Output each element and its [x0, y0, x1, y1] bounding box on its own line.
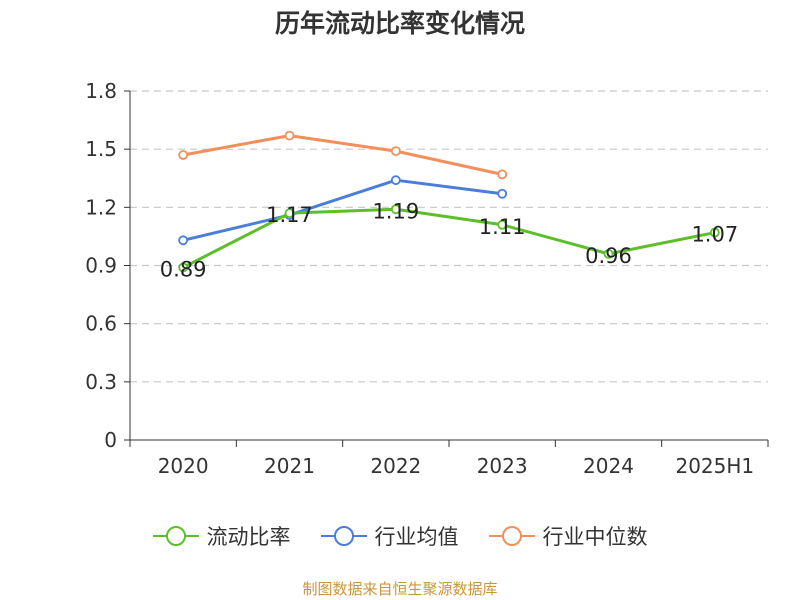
data-point	[390, 175, 401, 186]
data-point	[178, 235, 189, 246]
legend: 流动比率 行业均值 行业中位数	[0, 521, 800, 551]
chart-title: 历年流动比率变化情况	[274, 9, 525, 38]
data-point	[497, 219, 508, 230]
source-note: 制图数据来自恒生聚源数据库	[302, 580, 498, 598]
series-line	[182, 178, 503, 242]
data-label: 1.11	[479, 215, 526, 239]
data-point	[178, 150, 189, 160]
data-point	[390, 146, 401, 157]
x-tick-label: 2021	[264, 454, 315, 478]
data-label: 1.07	[691, 223, 738, 247]
y-tick-label: 1.2	[85, 195, 117, 219]
data-label: 1.19	[372, 199, 419, 223]
y-tick-label: 0	[104, 428, 117, 452]
x-tick-label: 2020	[158, 454, 209, 478]
data-point	[497, 188, 508, 199]
data-point	[284, 208, 295, 219]
data-label: 1.17	[266, 203, 313, 227]
series-line	[182, 134, 503, 176]
legend-line-marker-icon	[152, 526, 199, 546]
legend-line-marker-icon	[488, 526, 535, 546]
data-point	[709, 227, 720, 238]
x-tick-label: 2023	[477, 454, 528, 478]
x-tick-label: 2024	[583, 454, 634, 478]
data-label: 0.89	[160, 257, 207, 281]
y-tick-label: 1.8	[85, 79, 117, 103]
data-label: 0.96	[585, 244, 632, 268]
y-tick-label: 1.5	[85, 137, 117, 161]
series-line	[182, 207, 716, 269]
legend-item-current-ratio[interactable]: 流动比率	[152, 521, 291, 551]
data-point	[497, 169, 508, 180]
legend-item-industry-median[interactable]: 行业中位数	[488, 521, 648, 551]
data-point	[284, 130, 295, 141]
legend-line-marker-icon	[320, 526, 367, 546]
data-point	[390, 204, 401, 215]
legend-label: 流动比率	[206, 525, 291, 549]
data-point	[178, 262, 189, 273]
data-point	[603, 248, 614, 259]
legend-label: 行业中位数	[542, 525, 648, 549]
y-tick-label: 0.9	[85, 254, 117, 278]
legend-item-industry-mean[interactable]: 行业均值	[320, 521, 459, 551]
x-tick-label: 2025H1	[675, 454, 754, 478]
x-tick-label: 2022	[370, 454, 421, 478]
y-tick-label: 0.6	[85, 312, 117, 336]
legend-label: 行业均值	[374, 525, 459, 549]
y-tick-label: 0.3	[85, 370, 117, 394]
